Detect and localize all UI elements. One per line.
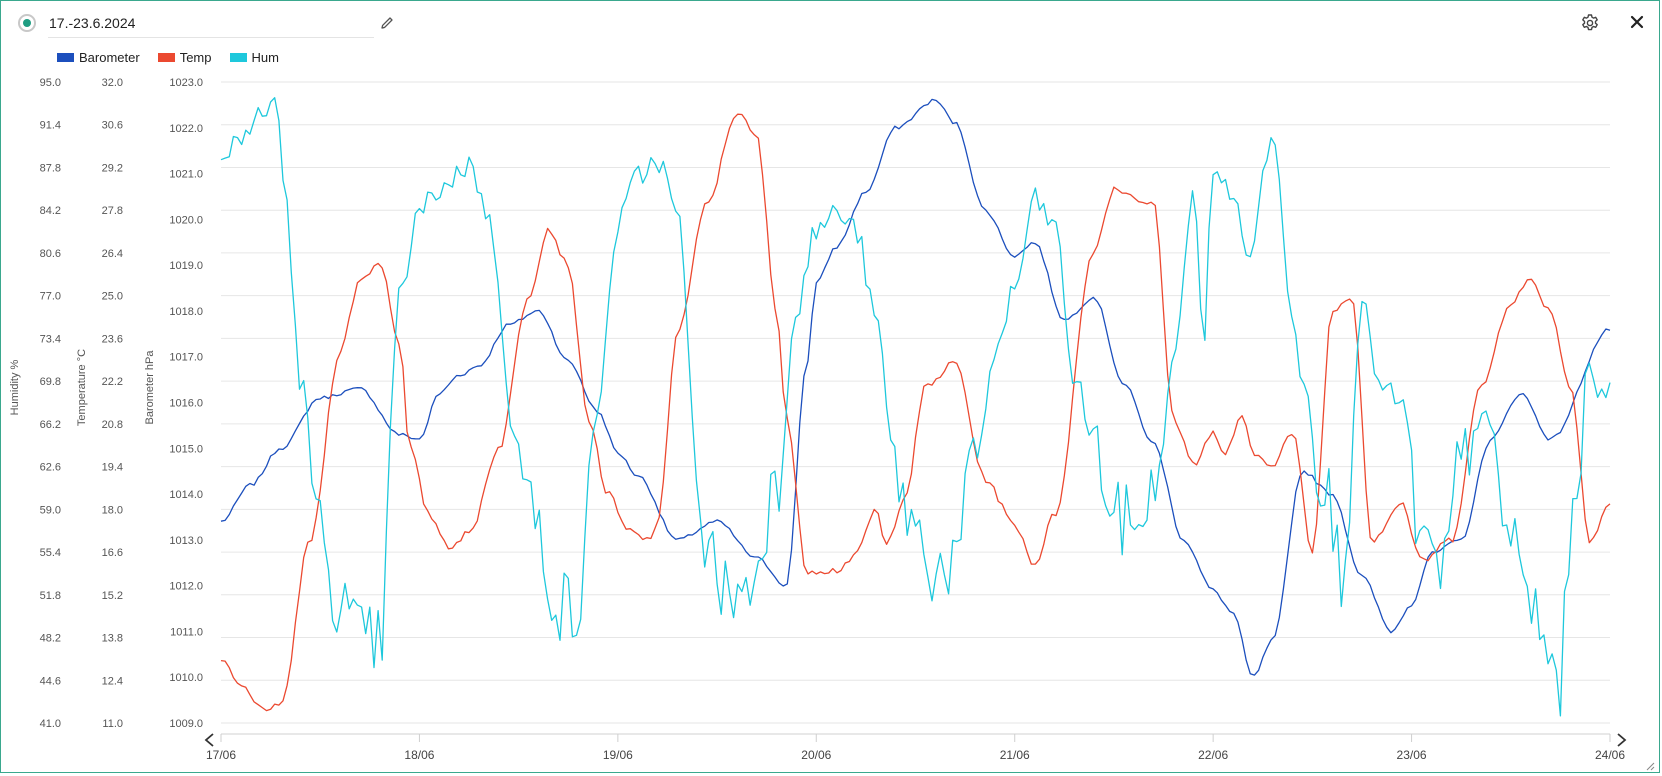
close-icon[interactable] [1628,13,1646,31]
x-tick-label: 22/06 [1198,748,1228,762]
y-tick-label-temp: 19.4 [102,462,123,474]
y-tick-label-hum: 41.0 [40,718,61,730]
y-tick-label-hum: 66.2 [40,419,61,431]
chart-header: 17.-23.6.2024 [1,1,1659,45]
y-tick-label-hum: 80.6 [40,248,61,260]
x-tick-label: 23/06 [1397,748,1427,762]
y-tick-label-temp: 29.2 [102,162,123,174]
y-tick-label-baro: 1014.0 [169,489,203,501]
y-tick-label-temp: 20.8 [102,419,123,431]
legend-label: Barometer [79,49,140,65]
y-tick-label-baro: 1021.0 [169,169,203,181]
y-tick-label-temp: 15.2 [102,590,123,602]
y-tick-label-baro: 1015.0 [169,443,203,455]
y-tick-label-hum: 48.2 [40,633,61,645]
y-tick-label-hum: 69.8 [40,376,61,388]
y-tick-label-baro: 1023.0 [169,77,203,89]
y-tick-label-temp: 16.6 [102,547,123,559]
y-tick-label-temp: 32.0 [102,77,123,89]
y-tick-label-temp: 18.0 [102,504,123,516]
y-tick-label-hum: 55.4 [40,547,61,559]
y-tick-label-hum: 84.2 [40,205,61,217]
series-barometer[interactable] [220,98,1611,677]
y-tick-label-baro: 1017.0 [169,352,203,364]
y-tick-label-baro: 1019.0 [169,260,203,272]
y-tick-label-baro: 1013.0 [169,535,203,547]
y-tick-label-baro: 1016.0 [169,398,203,410]
y-tick-label-hum: 91.4 [40,120,61,132]
title-field[interactable]: 17.-23.6.2024 [48,11,374,38]
chevron-right-icon[interactable] [1617,733,1627,747]
series-temp[interactable] [220,112,1611,712]
x-tick-label: 21/06 [1000,748,1030,762]
legend-swatch [57,52,74,62]
series-line-barometer [220,98,1611,676]
y-tick-label-hum: 95.0 [40,77,61,89]
legend-item-temp[interactable]: Temp [157,49,212,65]
y-tick-label-temp: 22.2 [102,376,123,388]
y-tick-label-hum: 87.8 [40,162,61,174]
legend-swatch [157,52,175,62]
x-tick-label: 20/06 [801,748,831,762]
y-tick-label-baro: 1011.0 [170,626,203,638]
legend-swatch [229,52,247,62]
y-tick-label-baro: 1009.0 [169,718,203,730]
pencil-icon[interactable] [379,15,395,31]
y-tick-label-hum: 51.8 [40,590,61,602]
chevron-left-icon[interactable] [204,733,214,747]
legend-label: Hum [251,49,279,65]
y-tick-label-temp: 11.0 [102,718,123,730]
y-tick-label-baro: 1020.0 [169,214,203,226]
series-line-hum [220,97,1611,717]
legend-label: Temp [179,49,212,65]
chart-legend: Barometer Temp Hum [57,48,297,66]
y-tick-label-baro: 1018.0 [169,306,203,318]
y-tick-label-hum: 77.0 [40,291,61,303]
gear-icon[interactable] [1580,13,1600,33]
y-axis-title-hum: Humidity % [9,359,21,415]
resize-handle-icon[interactable] [1645,758,1655,771]
y-tick-label-baro: 1012.0 [169,581,203,593]
y-tick-label-temp: 23.6 [102,333,123,345]
series-line-temp [220,113,1611,712]
y-tick-label-hum: 44.6 [40,675,61,687]
y-axis-title-temp: Temperature °C [76,349,88,426]
y-tick-label-temp: 26.4 [102,248,123,260]
y-axis-title-baro: Barometer hPa [144,350,156,425]
y-tick-label-temp: 27.8 [102,205,123,217]
legend-item-hum[interactable]: Hum [229,49,279,65]
y-tick-label-hum: 59.0 [40,504,61,516]
y-tick-label-temp: 25.0 [102,291,123,303]
y-tick-label-hum: 62.6 [40,462,61,474]
y-tick-label-temp: 13.8 [102,633,123,645]
y-tick-label-temp: 30.6 [102,120,123,132]
chart-title: 17.-23.6.2024 [49,15,136,31]
y-tick-label-baro: 1010.0 [169,672,203,684]
legend-item-barometer[interactable]: Barometer [57,50,140,65]
y-tick-label-temp: 12.4 [102,675,123,687]
y-tick-label-baro: 1022.0 [169,123,203,135]
x-tick-label: 19/06 [603,748,633,762]
x-tick-label: 17/06 [206,748,236,762]
x-tick-label: 18/06 [404,748,434,762]
series-hum[interactable] [220,97,1611,717]
x-tick-label: 24/06 [1595,748,1625,762]
y-tick-label-hum: 73.4 [40,333,61,345]
radio-dot-icon[interactable] [18,14,36,32]
